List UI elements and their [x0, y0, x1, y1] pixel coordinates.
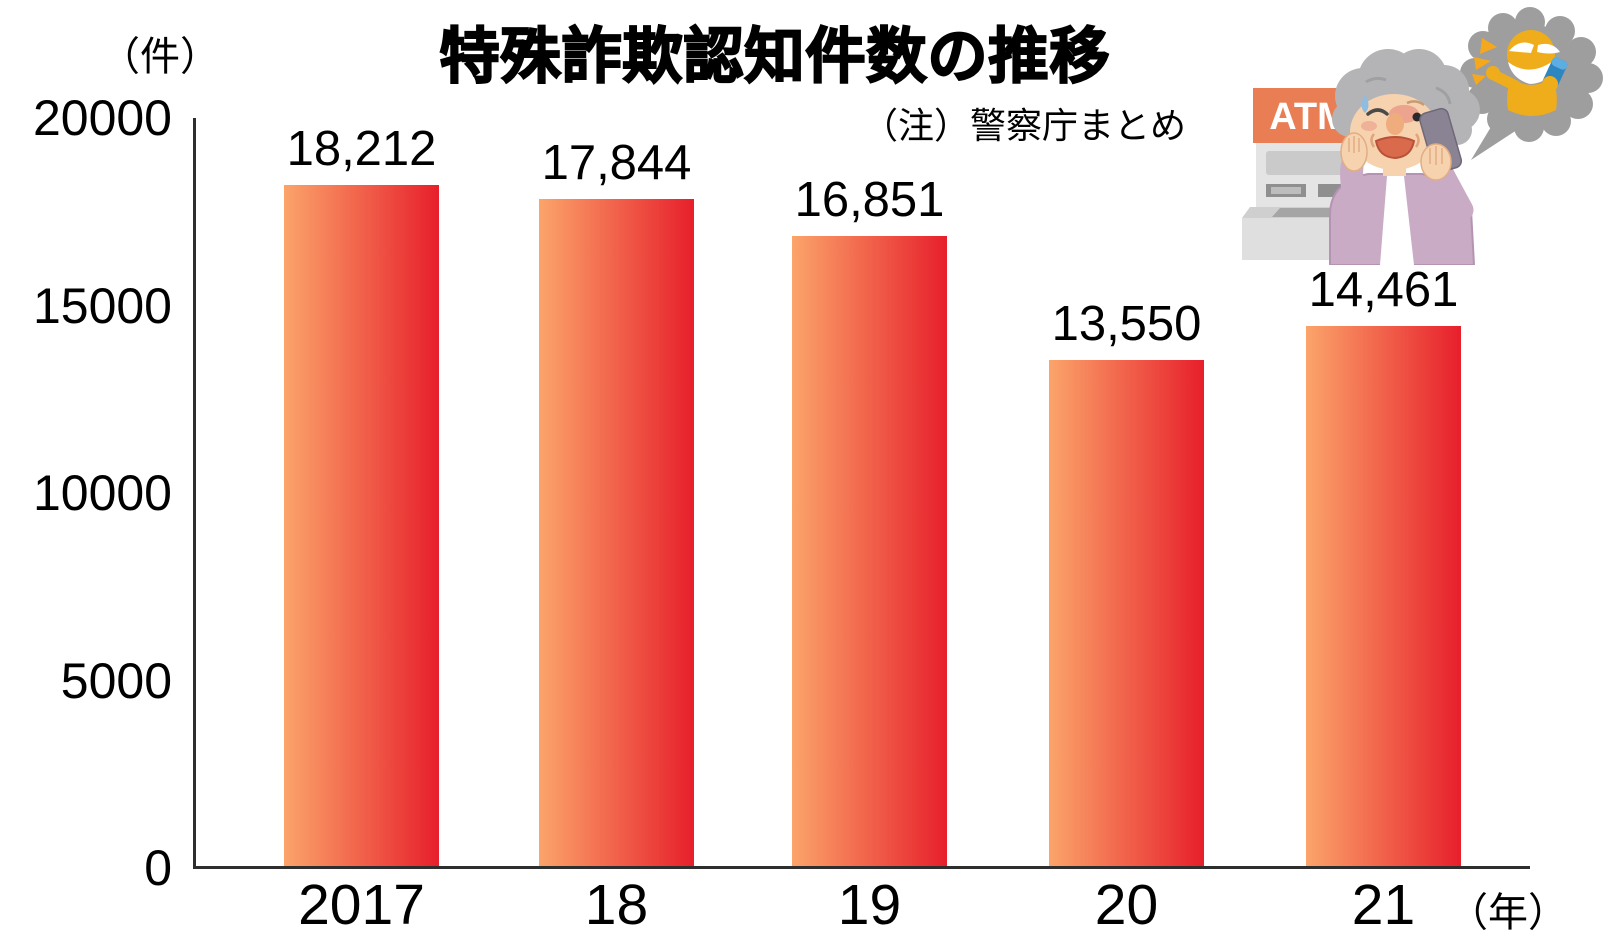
x-tick-label: 21: [1351, 873, 1416, 937]
chart-title: 特殊詐欺認知件数の推移: [439, 22, 1111, 91]
x-tick-label: 18: [584, 873, 649, 937]
bar-19: [792, 236, 947, 868]
y-axis-line: [193, 118, 196, 868]
x-tick-label: 20: [1094, 873, 1159, 937]
bar-value-label: 14,461: [1308, 262, 1459, 317]
bar-value-label: 16,851: [794, 173, 945, 228]
x-axis-unit-label: （年）: [1448, 891, 1568, 935]
y-tick-label: 20000: [32, 90, 172, 146]
elderly-woman-icon: [1329, 49, 1480, 265]
y-axis-unit-label: （件）: [100, 35, 220, 79]
bar-21: [1306, 325, 1461, 868]
y-tick-label: 15000: [32, 277, 172, 334]
bar-value-label: 18,212: [286, 122, 437, 177]
bar-value-label: 13,550: [1051, 296, 1202, 351]
bar-2017: [284, 185, 439, 868]
y-tick-label: 0: [144, 840, 172, 896]
scam-caller-bubble-icon: [1460, 7, 1603, 160]
bar-20: [1049, 359, 1204, 868]
phone-fraud-illustration: ATM: [1242, 7, 1603, 265]
source-note: （注）警察庁まとめ: [862, 105, 1187, 146]
x-tick-label: 2017: [298, 873, 425, 937]
x-tick-label: 19: [837, 873, 902, 937]
scammer-icon: [1472, 30, 1568, 116]
y-tick-label: 10000: [32, 465, 172, 521]
y-tick-label: 5000: [60, 652, 172, 709]
x-axis-line: [193, 866, 1530, 869]
bar-18: [539, 198, 694, 868]
bar-value-label: 17,844: [541, 135, 692, 190]
